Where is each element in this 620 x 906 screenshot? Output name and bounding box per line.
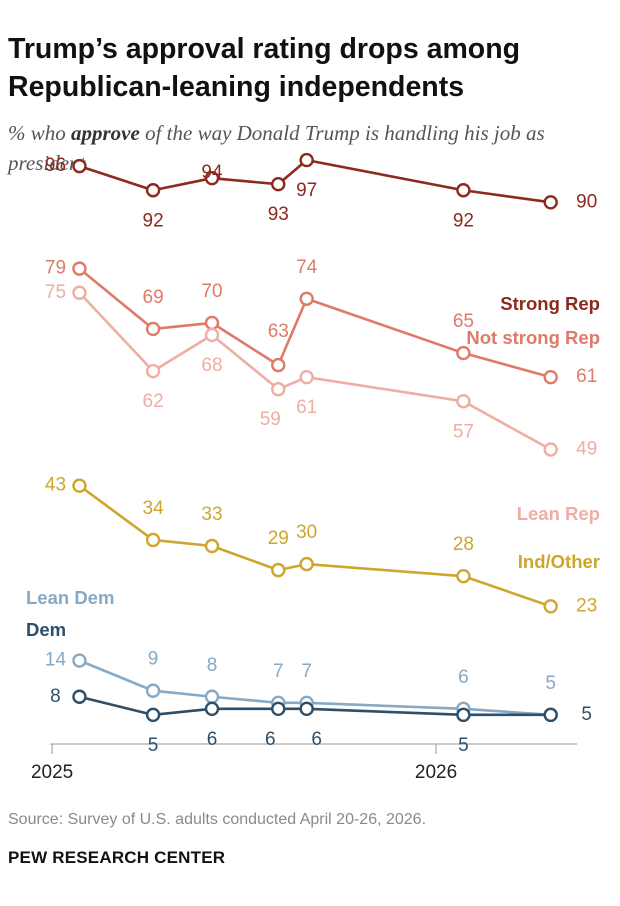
data-label-dem-2: 6 xyxy=(207,729,218,750)
point-dem-2 xyxy=(204,701,220,717)
point-lean-rep-3 xyxy=(271,382,286,397)
data-label-strong-rep-0: 96 xyxy=(45,155,66,176)
point-strong-rep-1 xyxy=(145,183,161,198)
point-not-strong-rep-4 xyxy=(299,291,314,306)
point-lean-dem-2 xyxy=(204,689,220,704)
subtitle-emphasis: approve xyxy=(71,121,140,145)
data-label-lean-dem-6: 5 xyxy=(545,673,556,694)
point-lean-rep-6 xyxy=(543,442,558,457)
data-label-ind-other-1: 34 xyxy=(143,498,165,519)
title-line-2: Republican-leaning independents xyxy=(8,71,465,103)
subtitle-pre: % who xyxy=(8,121,71,145)
data-label-lean-dem-5: 6 xyxy=(458,667,469,688)
data-label-lean-rep-3: 59 xyxy=(260,409,281,430)
data-label-dem-5: 5 xyxy=(458,735,469,756)
point-lean-rep-1 xyxy=(145,363,161,379)
source-note: Source: Survey of U.S. adults conducted … xyxy=(8,811,427,828)
legend-label-lean-dem: Lean Dem xyxy=(26,587,114,608)
point-dem-1 xyxy=(145,707,161,723)
data-label-lean-rep-1: 62 xyxy=(143,391,164,412)
data-label-ind-other-3: 29 xyxy=(268,528,289,549)
point-strong-rep-5 xyxy=(456,183,471,198)
data-label-strong-rep-2: 94 xyxy=(201,162,223,183)
point-ind-other-3 xyxy=(271,562,286,578)
point-strong-rep-6 xyxy=(543,195,558,210)
point-lean-dem-0 xyxy=(72,653,87,668)
legend-label-strong-rep: Strong Rep xyxy=(500,293,600,314)
point-ind-other-4 xyxy=(299,556,314,572)
data-label-dem-3: 6 xyxy=(265,729,276,750)
data-label-lean-dem-3: 7 xyxy=(273,661,284,682)
x-tick-label-2026: 2026 xyxy=(415,762,457,783)
data-label-not-strong-rep-2: 70 xyxy=(201,281,222,302)
data-label-strong-rep-4: 97 xyxy=(296,180,317,201)
chart-title: Trump’s approval rating drops among Repub… xyxy=(8,30,608,106)
brand-logo-text: PEW RESEARCH CENTER xyxy=(8,848,226,867)
point-not-strong-rep-0 xyxy=(72,261,87,276)
point-dem-6 xyxy=(543,707,558,723)
data-label-strong-rep-5: 92 xyxy=(453,210,474,231)
point-not-strong-rep-5 xyxy=(456,345,471,361)
legend-label-not-strong-rep: Not strong Rep xyxy=(466,327,600,348)
data-label-not-strong-rep-1: 69 xyxy=(143,287,164,308)
point-ind-other-0 xyxy=(72,478,87,493)
data-label-dem-4: 6 xyxy=(311,729,322,750)
point-strong-rep-4 xyxy=(299,152,314,168)
x-tick-label-2025: 2025 xyxy=(31,762,73,783)
legend-label-ind-other: Ind/Other xyxy=(518,551,600,572)
data-label-ind-other-6: 23 xyxy=(576,595,597,616)
data-label-lean-dem-0: 14 xyxy=(45,650,67,671)
data-label-ind-other-5: 28 xyxy=(453,534,474,555)
data-label-lean-rep-0: 75 xyxy=(45,282,66,303)
data-label-strong-rep-6: 90 xyxy=(576,191,597,212)
point-not-strong-rep-6 xyxy=(543,369,558,385)
subtitle-post: of the way Donald Trump is handling his … xyxy=(8,121,545,175)
title-line-1: Trump’s approval rating drops among xyxy=(8,33,521,65)
point-strong-rep-0 xyxy=(72,158,87,174)
point-dem-0 xyxy=(72,689,87,704)
point-lean-rep-2 xyxy=(204,327,220,343)
data-label-lean-dem-1: 9 xyxy=(148,649,159,670)
legend-label-lean-rep: Lean Rep xyxy=(517,503,600,524)
point-dem-5 xyxy=(456,707,471,723)
point-not-strong-rep-1 xyxy=(145,321,161,337)
point-not-strong-rep-2 xyxy=(204,315,220,331)
data-label-dem-1: 5 xyxy=(148,735,159,756)
data-label-lean-rep-2: 68 xyxy=(201,355,222,376)
point-lean-rep-0 xyxy=(72,285,87,300)
point-ind-other-5 xyxy=(456,568,471,584)
point-ind-other-2 xyxy=(204,538,220,554)
data-label-not-strong-rep-3: 63 xyxy=(268,321,289,342)
data-label-not-strong-rep-0: 79 xyxy=(45,258,66,279)
data-label-lean-dem-4: 7 xyxy=(301,661,312,682)
point-dem-3 xyxy=(271,701,286,717)
chart-subtitle: % who approve of the way Donald Trump is… xyxy=(8,118,608,178)
point-lean-rep-5 xyxy=(456,394,471,409)
data-label-not-strong-rep-4: 74 xyxy=(296,257,318,278)
legend-label-dem: Dem xyxy=(26,619,66,640)
data-label-lean-rep-6: 49 xyxy=(576,439,597,460)
data-label-ind-other-0: 43 xyxy=(45,475,66,496)
point-dem-4 xyxy=(299,701,314,717)
data-label-lean-dem-2: 8 xyxy=(207,655,218,676)
data-label-strong-rep-3: 93 xyxy=(268,204,289,225)
data-label-lean-rep-4: 61 xyxy=(296,397,317,418)
data-label-dem-0: 8 xyxy=(50,686,61,707)
point-strong-rep-2 xyxy=(204,170,220,186)
point-strong-rep-3 xyxy=(271,177,286,192)
data-label-lean-rep-5: 57 xyxy=(453,421,474,442)
point-ind-other-1 xyxy=(145,532,161,548)
data-label-ind-other-4: 30 xyxy=(296,522,317,543)
data-label-not-strong-rep-5: 65 xyxy=(453,311,474,332)
data-label-strong-rep-1: 92 xyxy=(143,210,164,231)
data-label-ind-other-2: 33 xyxy=(201,504,222,525)
point-not-strong-rep-3 xyxy=(271,357,286,373)
point-lean-rep-4 xyxy=(299,369,314,385)
point-ind-other-6 xyxy=(543,599,558,614)
data-label-dem-6: 5 xyxy=(581,704,592,725)
data-label-not-strong-rep-6: 61 xyxy=(576,366,597,387)
point-lean-dem-1 xyxy=(145,683,161,698)
